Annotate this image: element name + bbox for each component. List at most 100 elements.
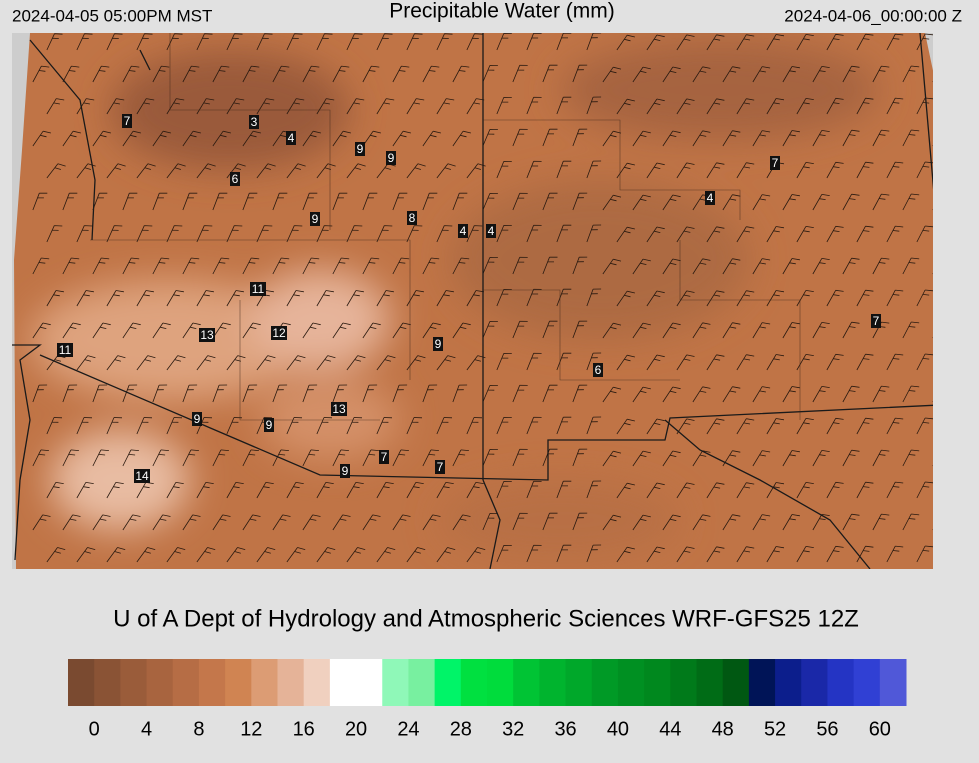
- color-swatch: [853, 659, 881, 706]
- wind-barb: [196, 482, 214, 499]
- wind-barb: [572, 192, 588, 211]
- wind-barb: [196, 547, 216, 563]
- wind-barb: [182, 257, 200, 275]
- wind-barb: [316, 355, 336, 371]
- wind-barb: [422, 322, 441, 339]
- wind-barb: [902, 449, 920, 467]
- moist-region: [250, 270, 390, 370]
- colorbar-label: 4: [141, 718, 152, 740]
- wind-barb: [662, 194, 681, 211]
- wind-barb: [526, 544, 542, 563]
- wind-barb: [826, 225, 844, 243]
- wind-barb: [736, 34, 755, 51]
- wind-barb: [302, 384, 318, 403]
- wind-barb: [332, 514, 351, 531]
- wind-barb: [872, 193, 890, 211]
- wind-barb: [436, 355, 456, 371]
- wind-barb: [106, 225, 123, 243]
- wind-barb: [166, 33, 183, 51]
- wind-barb: [452, 322, 471, 339]
- wind-barb: [182, 192, 198, 211]
- wind-barb: [662, 258, 681, 275]
- wind-barb: [332, 384, 348, 403]
- wind-barb: [856, 417, 874, 435]
- wind-barb: [676, 226, 695, 243]
- wind-barb: [526, 480, 542, 499]
- wind-barb: [646, 354, 665, 371]
- valid-time-utc: 2024-04-06_00:00:00 Z: [784, 6, 962, 25]
- wind-barb: [496, 289, 512, 307]
- wind-barb: [796, 226, 814, 243]
- wind-barb: [256, 98, 275, 115]
- wind-barb: [842, 129, 860, 147]
- wind-barb: [422, 130, 441, 147]
- dry-region: [450, 180, 750, 340]
- wind-barb: [826, 481, 844, 499]
- wind-barb: [842, 513, 860, 531]
- contour-label-box: [199, 328, 215, 342]
- wind-barb: [796, 162, 814, 179]
- wind-barb: [872, 257, 890, 275]
- wind-barb: [902, 65, 920, 83]
- wind-barb: [646, 162, 665, 179]
- wind-barb: [676, 546, 695, 563]
- wind-barb: [526, 160, 542, 179]
- wind-barb: [542, 512, 558, 531]
- wind-barb: [496, 545, 512, 563]
- wind-barb: [196, 33, 213, 51]
- color-swatch: [591, 659, 619, 706]
- contour-label-box: [593, 363, 603, 377]
- contour-label-box: [249, 115, 259, 129]
- wind-barb: [692, 66, 711, 83]
- wind-barb: [886, 225, 904, 243]
- wind-barb: [452, 384, 468, 403]
- contour-label: 13: [332, 402, 346, 416]
- wind-barb: [616, 226, 635, 243]
- wind-barb: [166, 98, 185, 115]
- wind-barb: [886, 545, 904, 563]
- wind-barb: [422, 257, 440, 275]
- wind-barb: [286, 33, 303, 51]
- wind-barb: [572, 64, 588, 83]
- wind-barb: [302, 514, 321, 531]
- wind-barb: [736, 162, 755, 179]
- wind-barb: [106, 547, 126, 563]
- wind-barb: [226, 98, 245, 115]
- wind-barb: [92, 514, 111, 531]
- wind-barb: [392, 192, 408, 211]
- wind-barb: [722, 386, 741, 403]
- wind-barb: [182, 384, 198, 403]
- border: [664, 419, 871, 569]
- wind-barb: [556, 544, 572, 563]
- wind-barb: [466, 355, 486, 371]
- wind-barb: [406, 290, 424, 307]
- wind-barb: [436, 482, 454, 499]
- wind-barb: [482, 449, 498, 467]
- wind-barb: [496, 417, 512, 435]
- wind-barb: [482, 321, 498, 339]
- dry-region: [440, 480, 680, 560]
- wind-barb: [362, 192, 378, 211]
- wind-barb: [856, 33, 874, 51]
- wind-barb: [302, 257, 320, 275]
- wind-barb: [526, 416, 542, 435]
- wind-barb: [392, 384, 408, 403]
- color-swatch: [303, 659, 331, 706]
- wind-barb: [62, 65, 80, 83]
- wind-barb: [272, 257, 290, 275]
- color-swatch: [225, 659, 252, 706]
- wind-barb: [586, 96, 602, 115]
- wind-barb: [556, 33, 572, 51]
- wind-barb: [106, 482, 124, 499]
- colorbar-label: 60: [869, 718, 891, 740]
- wind-barb: [676, 162, 695, 179]
- wind-barb: [362, 322, 381, 339]
- wind-barb: [542, 320, 558, 339]
- wind-barb: [302, 130, 321, 147]
- moist-region: [50, 430, 190, 530]
- contour-label: 9: [388, 151, 395, 165]
- contour-label: 13: [200, 328, 214, 342]
- wind-barb: [392, 322, 411, 339]
- wind-barb: [512, 128, 528, 147]
- contour-label-box: [379, 450, 389, 464]
